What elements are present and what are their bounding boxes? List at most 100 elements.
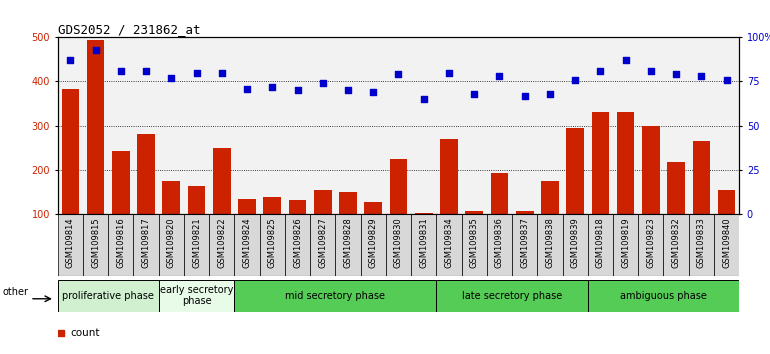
Text: GSM109817: GSM109817: [142, 217, 151, 268]
Bar: [638, 214, 664, 276]
Text: GSM109834: GSM109834: [444, 217, 454, 268]
Point: [190, 70, 203, 75]
Bar: [588, 280, 739, 312]
Text: GSM109830: GSM109830: [394, 217, 403, 268]
Point: [644, 68, 657, 74]
Bar: [314, 190, 332, 258]
Bar: [162, 181, 180, 258]
Text: GSM109823: GSM109823: [646, 217, 655, 268]
Bar: [137, 134, 155, 258]
Text: mid secretory phase: mid secretory phase: [286, 291, 385, 301]
Text: GSM109827: GSM109827: [318, 217, 327, 268]
Bar: [234, 280, 437, 312]
Bar: [238, 199, 256, 258]
Bar: [339, 192, 357, 258]
Point: [417, 96, 430, 102]
Point: [342, 87, 354, 93]
Point: [64, 57, 76, 63]
Bar: [512, 214, 537, 276]
Text: GSM109833: GSM109833: [697, 217, 706, 268]
Bar: [668, 162, 685, 258]
Bar: [112, 151, 129, 258]
Point: [494, 73, 506, 79]
Point: [594, 68, 607, 74]
Bar: [688, 214, 714, 276]
Text: GSM109820: GSM109820: [167, 217, 176, 268]
Bar: [209, 214, 234, 276]
Text: GSM109837: GSM109837: [521, 217, 529, 268]
Text: GSM109832: GSM109832: [671, 217, 681, 268]
Text: GSM109836: GSM109836: [495, 217, 504, 268]
Bar: [440, 138, 458, 258]
Text: GDS2052 / 231862_at: GDS2052 / 231862_at: [58, 23, 200, 36]
Bar: [613, 214, 638, 276]
Bar: [285, 214, 310, 276]
Bar: [58, 214, 83, 276]
Text: GSM109819: GSM109819: [621, 217, 630, 268]
Text: GSM109835: GSM109835: [470, 217, 479, 268]
Text: GSM109826: GSM109826: [293, 217, 302, 268]
Bar: [718, 190, 735, 258]
Bar: [310, 214, 336, 276]
Bar: [461, 214, 487, 276]
Text: GSM109814: GSM109814: [66, 217, 75, 268]
Bar: [490, 172, 508, 258]
Text: early secretory
phase: early secretory phase: [160, 285, 233, 307]
Point: [569, 77, 581, 82]
Text: ambiguous phase: ambiguous phase: [620, 291, 707, 301]
Bar: [234, 214, 259, 276]
Bar: [83, 214, 109, 276]
Bar: [664, 214, 688, 276]
Text: GSM109840: GSM109840: [722, 217, 731, 268]
Point: [721, 77, 733, 82]
Text: GSM109838: GSM109838: [545, 217, 554, 268]
Bar: [336, 214, 360, 276]
Bar: [692, 141, 710, 258]
Point: [468, 91, 480, 97]
Bar: [642, 126, 660, 258]
Text: GSM109822: GSM109822: [217, 217, 226, 268]
Point: [266, 84, 279, 90]
Bar: [58, 280, 159, 312]
Bar: [415, 213, 433, 258]
Bar: [541, 181, 559, 258]
Point: [392, 72, 404, 77]
Bar: [364, 202, 382, 258]
Point: [89, 47, 102, 52]
Text: GSM109818: GSM109818: [596, 217, 605, 268]
Bar: [566, 128, 584, 258]
Bar: [437, 214, 461, 276]
Text: GSM109839: GSM109839: [571, 217, 580, 268]
Point: [544, 91, 556, 97]
Bar: [591, 113, 609, 258]
Point: [518, 93, 531, 98]
Point: [443, 70, 455, 75]
Bar: [133, 214, 159, 276]
Bar: [159, 214, 184, 276]
Point: [424, 241, 436, 247]
Point: [165, 75, 177, 81]
Text: proliferative phase: proliferative phase: [62, 291, 154, 301]
Text: GSM109816: GSM109816: [116, 217, 126, 268]
Bar: [437, 280, 588, 312]
Text: GSM109825: GSM109825: [268, 217, 276, 268]
Point: [216, 70, 228, 75]
Point: [695, 73, 708, 79]
Text: late secretory phase: late secretory phase: [462, 291, 562, 301]
Bar: [159, 280, 234, 312]
Bar: [259, 214, 285, 276]
Bar: [184, 214, 209, 276]
Point: [316, 80, 329, 86]
Point: [241, 86, 253, 91]
Bar: [617, 113, 634, 258]
Point: [291, 87, 303, 93]
Bar: [537, 214, 563, 276]
Bar: [188, 186, 206, 258]
Point: [619, 57, 631, 63]
Point: [670, 72, 682, 77]
Point: [115, 68, 127, 74]
Point: [367, 89, 380, 95]
Text: GSM109828: GSM109828: [343, 217, 353, 268]
Bar: [87, 40, 105, 258]
Text: GSM109824: GSM109824: [243, 217, 252, 268]
